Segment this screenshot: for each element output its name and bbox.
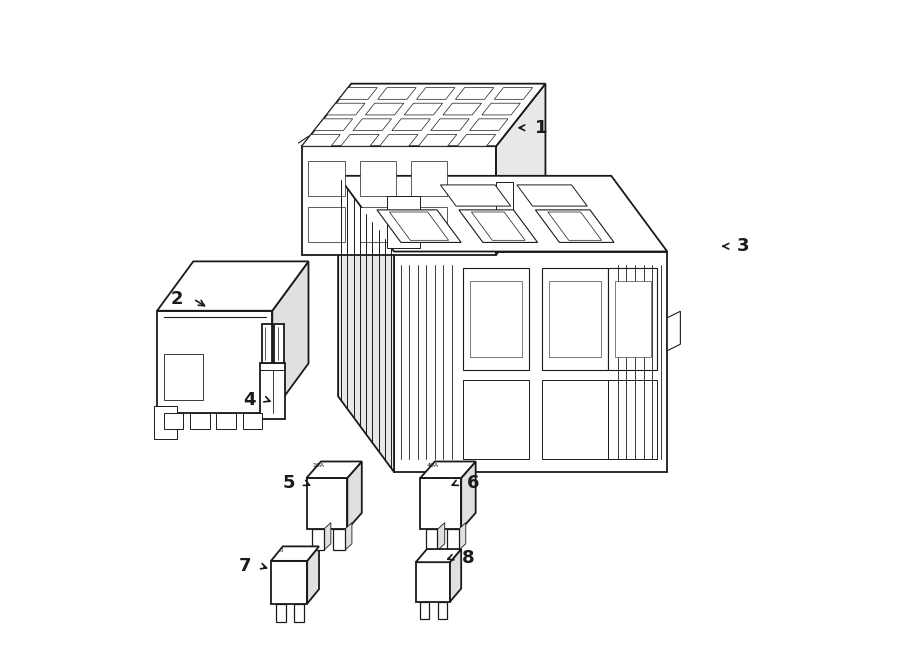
- Polygon shape: [338, 176, 667, 252]
- Polygon shape: [274, 324, 284, 364]
- Polygon shape: [324, 523, 331, 551]
- Polygon shape: [667, 311, 680, 351]
- Polygon shape: [450, 549, 461, 602]
- Polygon shape: [164, 412, 184, 429]
- Polygon shape: [190, 412, 210, 429]
- Polygon shape: [378, 87, 416, 99]
- Polygon shape: [420, 602, 429, 619]
- Polygon shape: [420, 478, 461, 529]
- Polygon shape: [154, 407, 176, 439]
- Polygon shape: [158, 261, 309, 311]
- Polygon shape: [302, 84, 545, 146]
- Polygon shape: [455, 87, 494, 99]
- Polygon shape: [517, 185, 587, 206]
- Polygon shape: [418, 134, 457, 146]
- Polygon shape: [437, 523, 445, 551]
- Polygon shape: [459, 210, 537, 243]
- Polygon shape: [327, 103, 365, 115]
- Polygon shape: [392, 119, 430, 131]
- Polygon shape: [333, 529, 345, 551]
- Polygon shape: [311, 529, 324, 551]
- Polygon shape: [416, 563, 450, 602]
- Polygon shape: [542, 268, 608, 370]
- Polygon shape: [416, 549, 461, 563]
- Polygon shape: [411, 208, 447, 242]
- Polygon shape: [243, 412, 263, 429]
- Polygon shape: [464, 380, 529, 459]
- Polygon shape: [536, 210, 614, 243]
- Polygon shape: [443, 103, 482, 115]
- Polygon shape: [496, 182, 512, 222]
- Polygon shape: [496, 84, 545, 254]
- Polygon shape: [345, 523, 352, 551]
- Polygon shape: [438, 602, 446, 619]
- Polygon shape: [347, 461, 362, 529]
- Polygon shape: [262, 324, 272, 364]
- Polygon shape: [158, 311, 273, 412]
- Polygon shape: [459, 523, 466, 551]
- Text: 10A: 10A: [313, 463, 325, 468]
- Polygon shape: [271, 561, 307, 603]
- Polygon shape: [302, 146, 496, 254]
- Polygon shape: [457, 134, 496, 146]
- Polygon shape: [615, 281, 651, 357]
- Polygon shape: [271, 547, 319, 561]
- Polygon shape: [404, 103, 443, 115]
- Polygon shape: [394, 252, 667, 472]
- Polygon shape: [608, 380, 657, 459]
- Polygon shape: [417, 87, 455, 99]
- Polygon shape: [309, 161, 345, 196]
- Polygon shape: [548, 212, 601, 241]
- Text: 40A: 40A: [427, 463, 438, 468]
- Polygon shape: [360, 208, 396, 242]
- Polygon shape: [494, 87, 533, 99]
- Polygon shape: [216, 412, 236, 429]
- Polygon shape: [470, 119, 508, 131]
- Polygon shape: [339, 87, 377, 99]
- Polygon shape: [307, 461, 362, 478]
- Polygon shape: [353, 119, 392, 131]
- Polygon shape: [482, 103, 520, 115]
- Polygon shape: [464, 268, 529, 370]
- Text: 7: 7: [238, 557, 251, 575]
- Text: 5: 5: [283, 474, 295, 492]
- Text: 4: 4: [243, 391, 256, 408]
- Polygon shape: [388, 196, 420, 249]
- Polygon shape: [276, 603, 286, 622]
- Polygon shape: [294, 603, 304, 622]
- Text: 3: 3: [737, 237, 749, 255]
- Polygon shape: [461, 461, 476, 529]
- Polygon shape: [341, 134, 379, 146]
- Polygon shape: [260, 364, 285, 419]
- Polygon shape: [309, 208, 345, 242]
- Text: 2: 2: [171, 290, 183, 308]
- Polygon shape: [338, 176, 394, 472]
- Polygon shape: [273, 261, 309, 412]
- Polygon shape: [314, 119, 353, 131]
- Polygon shape: [302, 134, 340, 146]
- Text: 1: 1: [535, 119, 547, 137]
- Polygon shape: [431, 119, 469, 131]
- Text: 0: 0: [280, 548, 284, 553]
- Polygon shape: [440, 185, 510, 206]
- Polygon shape: [307, 478, 347, 529]
- Polygon shape: [549, 281, 601, 357]
- Polygon shape: [472, 212, 525, 241]
- Polygon shape: [542, 380, 608, 459]
- Polygon shape: [365, 103, 404, 115]
- Text: 8: 8: [462, 549, 474, 566]
- Polygon shape: [390, 212, 448, 241]
- Polygon shape: [380, 134, 418, 146]
- Polygon shape: [446, 529, 459, 551]
- Text: 6: 6: [467, 474, 480, 492]
- Polygon shape: [411, 161, 447, 196]
- Polygon shape: [360, 161, 396, 196]
- Polygon shape: [377, 210, 461, 243]
- Polygon shape: [307, 547, 319, 603]
- Polygon shape: [608, 268, 657, 370]
- Polygon shape: [164, 354, 203, 400]
- Polygon shape: [470, 281, 522, 357]
- Polygon shape: [420, 461, 476, 478]
- Polygon shape: [426, 529, 437, 551]
